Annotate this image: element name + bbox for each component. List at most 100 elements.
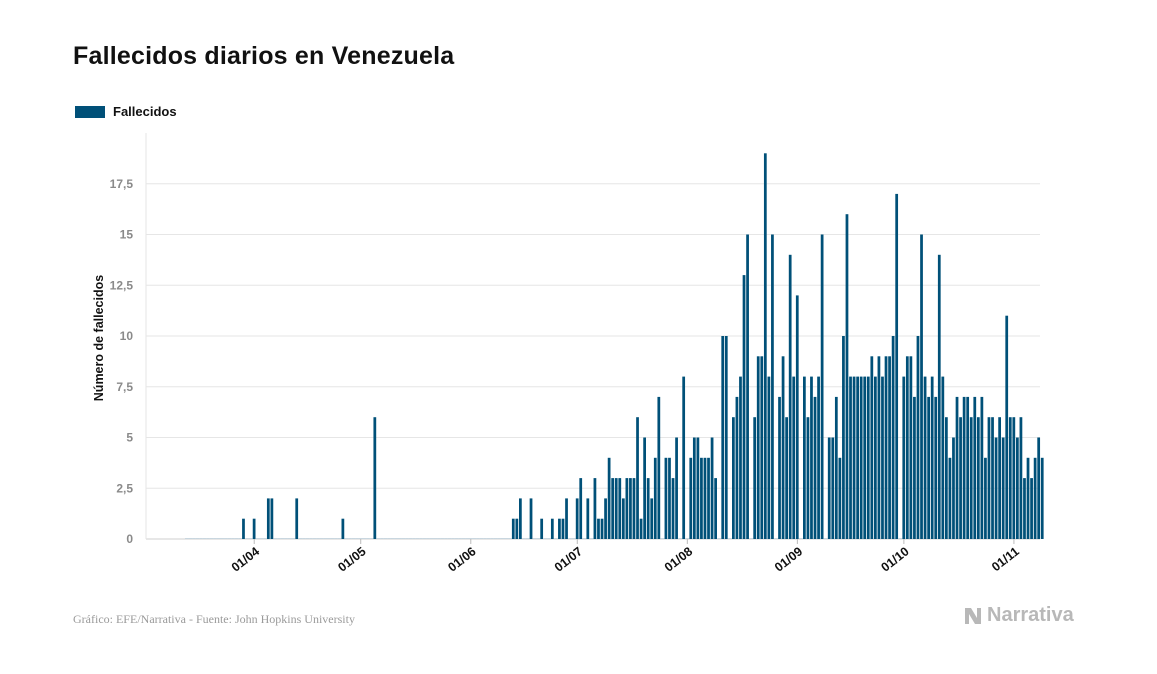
bar: [707, 457, 710, 539]
x-tick-label: 01/11: [989, 544, 1022, 574]
bar: [525, 538, 530, 539]
bar: [831, 437, 835, 539]
bar: [224, 538, 228, 539]
chart-title: Fallecidos diarios en Venezuela: [73, 42, 455, 70]
bar: [486, 538, 491, 539]
y-tick-label: 15: [120, 228, 134, 242]
bar: [565, 498, 568, 539]
y-tick-label: 12,5: [110, 278, 134, 292]
bar: [437, 538, 441, 539]
bar: [344, 538, 349, 539]
bar: [323, 538, 327, 539]
bar: [866, 376, 870, 539]
bar: [490, 538, 494, 539]
bar: [500, 538, 505, 539]
bar: [540, 518, 544, 539]
bar: [202, 538, 207, 539]
brand-name: Narrativa: [987, 604, 1074, 626]
bar: [589, 538, 594, 539]
bar: [327, 538, 331, 539]
bar: [558, 518, 561, 539]
source-note: Gráfico: EFE/Narrativa - Fuente: John Ho…: [73, 612, 355, 626]
bar: [319, 538, 324, 539]
bar: [444, 538, 448, 539]
bar: [945, 417, 948, 539]
bar: [358, 538, 363, 539]
bar: [671, 478, 675, 539]
bar: [366, 538, 370, 539]
bar: [827, 437, 831, 539]
bar: [408, 538, 413, 539]
bar: [571, 538, 576, 539]
bar: [732, 417, 735, 539]
bars: [185, 153, 1044, 540]
bar: [597, 518, 600, 539]
bar: [913, 396, 916, 539]
bar: [277, 538, 281, 539]
bar: [461, 538, 466, 539]
bar: [930, 376, 934, 539]
bar: [739, 376, 742, 539]
bar: [1016, 437, 1019, 539]
bar: [948, 457, 952, 539]
bar: [856, 376, 859, 539]
bar: [735, 396, 739, 539]
bar: [213, 538, 217, 539]
bar: [668, 457, 671, 539]
bar: [383, 538, 388, 539]
bar: [863, 376, 867, 539]
bar: [351, 538, 356, 539]
bar: [593, 478, 597, 539]
bar: [291, 538, 296, 539]
x-tick-label: 01/07: [552, 544, 585, 574]
bar: [891, 336, 895, 539]
bar: [252, 518, 256, 539]
bar: [881, 376, 884, 539]
bar: [547, 538, 551, 539]
bar: [842, 336, 845, 539]
bar: [689, 457, 693, 539]
bar: [209, 538, 214, 539]
bar: [799, 538, 803, 539]
bar: [398, 538, 402, 539]
bar: [874, 376, 877, 539]
bar: [348, 538, 352, 539]
bar: [1030, 478, 1033, 539]
bar: [976, 417, 980, 539]
bar: [749, 538, 753, 539]
bar: [401, 538, 406, 539]
bar: [763, 153, 767, 540]
bar: [955, 396, 959, 539]
bar: [991, 417, 994, 539]
bar: [263, 538, 267, 539]
bar: [778, 396, 781, 539]
x-tick-label: 01/08: [662, 544, 695, 574]
bar: [607, 457, 611, 539]
legend-swatch: [75, 105, 105, 118]
bar: [185, 538, 189, 539]
bar: [849, 376, 852, 539]
bar: [810, 376, 813, 539]
bar: [270, 498, 274, 539]
bar: [952, 437, 955, 539]
bar: [579, 478, 583, 539]
bar: [884, 356, 888, 539]
bar: [746, 234, 749, 539]
bar: [788, 254, 792, 540]
bar: [973, 396, 977, 539]
bar: [859, 376, 863, 539]
bar: [316, 538, 320, 539]
y-tick-label: 5: [126, 431, 133, 445]
bar: [1026, 457, 1030, 539]
bar: [902, 376, 906, 539]
bar: [476, 538, 480, 539]
bar: [256, 538, 260, 539]
bar: [614, 478, 618, 539]
bar: [280, 538, 285, 539]
bar: [483, 538, 487, 539]
bar: [206, 538, 210, 539]
bar: [248, 538, 253, 539]
bar: [479, 538, 484, 539]
bar: [284, 538, 288, 539]
x-tick-label: 01/09: [772, 544, 805, 574]
